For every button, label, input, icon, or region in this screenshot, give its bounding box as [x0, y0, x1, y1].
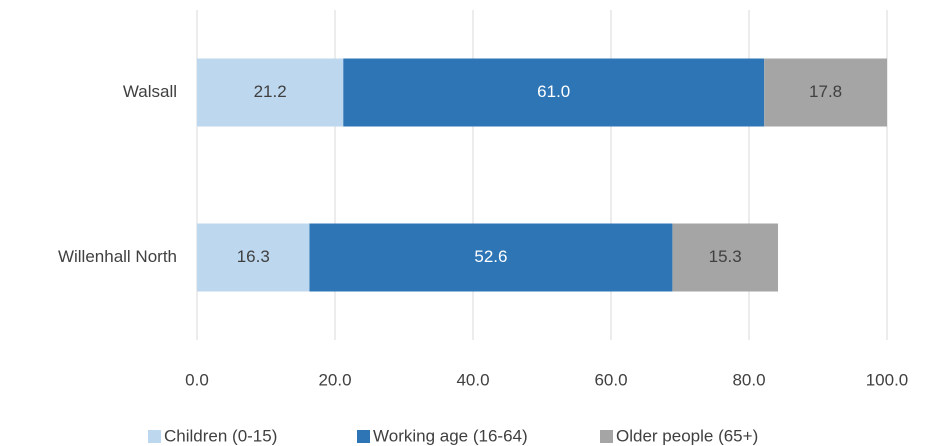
bar-segment — [197, 223, 310, 292]
bar-segment — [764, 58, 887, 127]
bar-segment — [343, 58, 765, 127]
x-tick-label: 0.0 — [185, 370, 209, 389]
data-label: 16.3 — [237, 247, 270, 266]
bar-segment — [309, 223, 673, 292]
y-tick-label: Walsall — [123, 82, 177, 101]
data-label: 52.6 — [474, 247, 507, 266]
data-label: 21.2 — [254, 82, 287, 101]
x-tick-label: 80.0 — [732, 370, 765, 389]
legend-label: Children (0-15) — [164, 426, 277, 445]
y-tick-label: Willenhall North — [58, 247, 177, 266]
legend-swatch — [148, 430, 161, 443]
x-tick-label: 20.0 — [318, 370, 351, 389]
x-tick-label: 40.0 — [456, 370, 489, 389]
bar-segment — [672, 223, 778, 292]
x-tick-label: 60.0 — [594, 370, 627, 389]
legend-label: Older people (65+) — [616, 426, 758, 445]
data-label: 15.3 — [709, 247, 742, 266]
legend-swatch — [357, 430, 370, 443]
legend-label: Working age (16-64) — [373, 426, 528, 445]
bar-segment — [197, 58, 344, 127]
x-tick-label: 100.0 — [866, 370, 909, 389]
data-label: 17.8 — [809, 82, 842, 101]
legend-swatch — [600, 430, 613, 443]
data-label: 61.0 — [537, 82, 570, 101]
